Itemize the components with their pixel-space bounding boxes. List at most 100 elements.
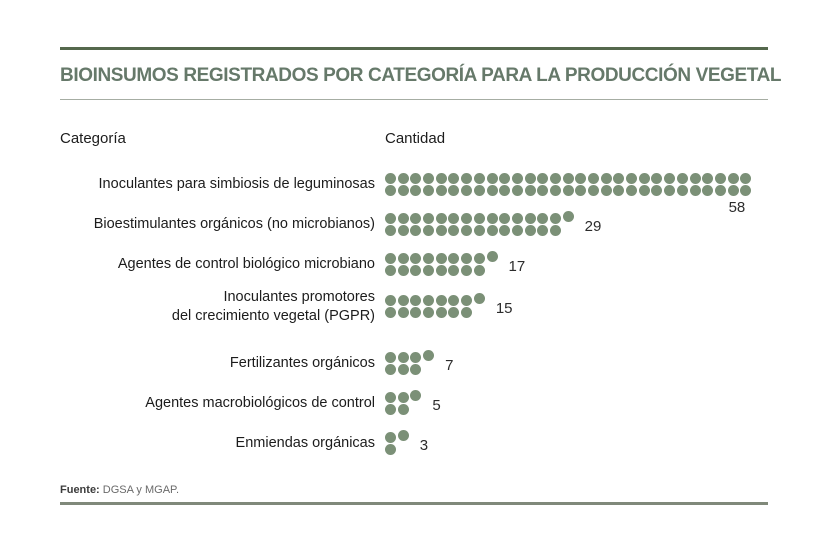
category-label: Enmiendas orgánicas: [235, 434, 375, 451]
dot-icon: [473, 184, 485, 196]
value-label: 15: [495, 300, 513, 317]
dot-block: [385, 349, 435, 375]
dot-icon: [410, 252, 422, 264]
dot-icon: [435, 264, 447, 276]
dot-icon: [385, 224, 396, 236]
chart-row: Fertilizantes orgánicos 7: [60, 343, 768, 383]
dot-icon: [435, 252, 447, 264]
dot-line: [385, 307, 485, 318]
dot-icon: [461, 184, 473, 196]
dot-visualization: 3: [385, 429, 428, 455]
dot-icon: [499, 212, 511, 224]
dot-icon: [448, 172, 460, 184]
dot-icon: [689, 172, 701, 184]
dot-icon: [740, 172, 752, 184]
category-label: Agentes de control biológico microbiano: [117, 255, 375, 272]
dot-icon: [549, 184, 561, 196]
dot-icon: [385, 443, 396, 455]
dot-icon: [511, 224, 523, 236]
dot-icon: [410, 184, 422, 196]
dot-icon: [397, 172, 409, 184]
dot-icon: [638, 184, 650, 196]
dot-icon: [448, 184, 460, 196]
dot-icon: [486, 212, 498, 224]
dot-icon: [448, 224, 460, 236]
dot-icon: [385, 172, 396, 184]
chart-rows: Inoculantes para simbiosis de leguminosa…: [60, 164, 768, 463]
dot-block: [385, 210, 574, 236]
dot-icon: [410, 389, 422, 401]
value-label: 29: [584, 217, 602, 235]
dot-icon: [473, 264, 485, 276]
dot-icon: [537, 184, 549, 196]
dot-line: [385, 210, 574, 224]
dot-icon: [562, 184, 574, 196]
dot-icon: [423, 295, 435, 306]
dot-icon: [385, 184, 396, 196]
dot-block: [385, 389, 422, 415]
dot-icon: [575, 172, 587, 184]
chart-row: Agentes macrobiológicos de control 5: [60, 383, 768, 423]
title-underline: [60, 99, 768, 100]
dot-icon: [461, 172, 473, 184]
dot-icon: [448, 307, 460, 318]
dot-icon: [423, 184, 435, 196]
dot-icon: [511, 212, 523, 224]
dot-icon: [473, 212, 485, 224]
dot-icon: [410, 295, 422, 306]
dot-icon: [423, 252, 435, 264]
dot-icon: [473, 172, 485, 184]
dot-icon: [740, 184, 752, 196]
category-label: Agentes macrobiológicos de control: [145, 394, 375, 411]
value-label: 58: [728, 198, 746, 216]
dot-icon: [397, 184, 409, 196]
top-rule: [60, 47, 768, 50]
dot-icon: [435, 184, 447, 196]
dot-icon: [562, 210, 574, 222]
chart-row: Bioestimulantes orgánicos (no microbiano…: [60, 204, 768, 244]
source-note: Fuente: DGSA y MGAP.: [60, 484, 768, 496]
dot-icon: [613, 184, 625, 196]
dot-line: [385, 389, 422, 403]
dot-icon: [626, 172, 638, 184]
dot-icon: [549, 212, 561, 224]
dot-line: [385, 250, 498, 264]
dot-line: [385, 429, 409, 443]
dot-icon: [397, 224, 409, 236]
dot-line: [385, 172, 752, 184]
dot-icon: [385, 363, 396, 375]
dot-icon: [385, 431, 396, 443]
dot-icon: [410, 264, 422, 276]
dot-icon: [461, 295, 473, 306]
dot-icon: [461, 212, 473, 224]
dot-icon: [676, 172, 688, 184]
dot-icon: [397, 307, 409, 318]
dot-icon: [499, 224, 511, 236]
dot-icon: [537, 172, 549, 184]
dot-block: [385, 250, 498, 276]
dot-icon: [651, 172, 663, 184]
dot-icon: [397, 295, 409, 306]
dot-icon: [397, 429, 409, 441]
dot-icon: [435, 295, 447, 306]
dot-icon: [423, 224, 435, 236]
dot-icon: [575, 184, 587, 196]
dot-icon: [702, 172, 714, 184]
dot-icon: [473, 252, 485, 264]
dot-visualization: 17: [385, 250, 525, 276]
dot-visualization: 7: [385, 349, 453, 375]
dot-icon: [385, 264, 396, 276]
dot-icon: [638, 172, 650, 184]
dot-icon: [410, 363, 422, 375]
dot-icon: [702, 184, 714, 196]
dot-icon: [410, 212, 422, 224]
dot-icon: [385, 351, 396, 363]
dot-icon: [524, 172, 536, 184]
dot-icon: [524, 224, 536, 236]
dot-icon: [410, 172, 422, 184]
dot-line: [385, 224, 574, 236]
dot-icon: [423, 264, 435, 276]
dot-icon: [549, 172, 561, 184]
dot-icon: [714, 184, 726, 196]
